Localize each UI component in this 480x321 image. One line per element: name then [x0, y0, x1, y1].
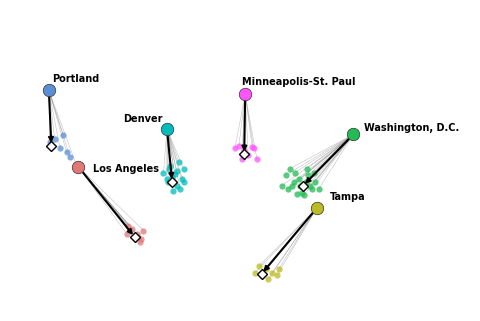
- Text: Los Angeles: Los Angeles: [94, 163, 159, 174]
- Text: Minneapolis-St. Paul: Minneapolis-St. Paul: [241, 77, 355, 87]
- Text: Portland: Portland: [52, 74, 99, 84]
- Text: Denver: Denver: [123, 114, 163, 124]
- Text: Washington, D.C.: Washington, D.C.: [364, 124, 459, 134]
- Text: Tampa: Tampa: [330, 192, 366, 202]
